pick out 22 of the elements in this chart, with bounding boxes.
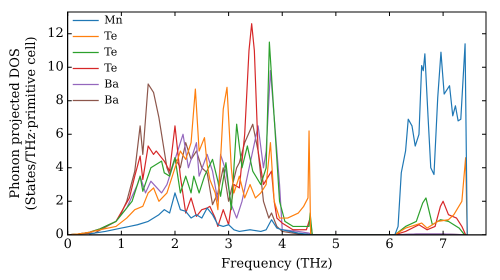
y-axis-title: Phonon projected DOS (States/THz·primitive cell) (8, 36, 39, 210)
y-tick-label: 0 (55, 227, 64, 242)
legend-label: Ba (104, 77, 120, 90)
legend-label: Te (104, 45, 118, 58)
legend-label: Te (104, 61, 118, 74)
legend-label: Ba (104, 93, 120, 106)
x-tick-label: 2 (170, 236, 180, 252)
y-tick-label: 2 (55, 194, 64, 209)
x-tick-label: 5 (332, 236, 340, 252)
x-tick-label: 4 (278, 236, 286, 252)
x-tick-label: 3 (224, 236, 233, 252)
x-tick-label: 1 (117, 236, 126, 252)
y-tick-label: 12 (47, 26, 64, 42)
x-tick-label: 7 (438, 236, 448, 252)
legend-label: Te (104, 29, 118, 42)
x-tick-label: 6 (385, 236, 394, 252)
y-tick-label: 10 (47, 60, 64, 75)
y-tick-label: 8 (55, 93, 64, 108)
y-tick-label: 4 (55, 160, 64, 176)
x-axis-title: Frequency (THz) (221, 256, 333, 272)
legend-label: Mn (104, 13, 123, 26)
y-tick-label: 6 (55, 126, 64, 142)
